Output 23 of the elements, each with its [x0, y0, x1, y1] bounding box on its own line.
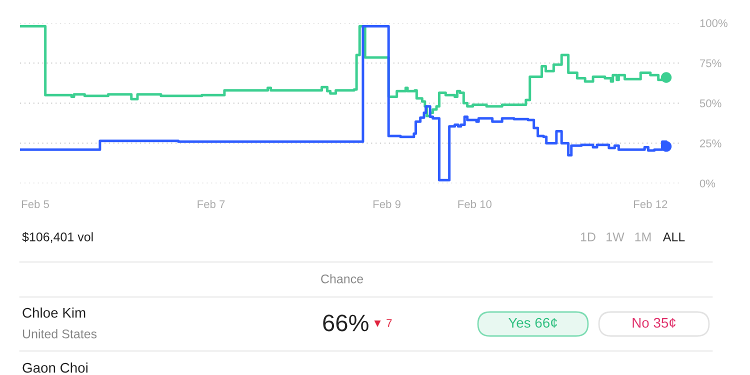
text: ▼ 7 — [374, 319, 392, 328]
text: 1D — [580, 232, 596, 242]
x-tick-label: Feb 7 — [198, 200, 225, 208]
y-tick-label: 25% — [700, 139, 722, 148]
text: Chance — [321, 274, 363, 284]
text: Chloe Kim — [22, 308, 86, 318]
text: Gaon Choi — [22, 362, 88, 373]
x-tick-label: Feb 12 — [634, 200, 668, 208]
y-tick-label: 0% — [700, 180, 716, 188]
x-tick-label: Feb 9 — [373, 200, 400, 208]
y-tick-label: 100% — [700, 19, 728, 28]
x-tick-label: Feb 10 — [458, 200, 492, 208]
text: $106,401 vol — [22, 232, 93, 243]
text: No 35¢ — [632, 318, 676, 328]
y-tick-label: 50% — [700, 99, 722, 108]
text: 1W — [606, 232, 624, 242]
text: 66% — [323, 314, 368, 332]
text: ALL — [662, 232, 685, 242]
text: Yes 66¢ — [508, 318, 558, 328]
y-tick-label: 75% — [700, 59, 722, 68]
x-tick-label: Feb 5 — [22, 200, 49, 208]
text: United States — [22, 329, 97, 338]
text: 1M — [635, 232, 651, 242]
